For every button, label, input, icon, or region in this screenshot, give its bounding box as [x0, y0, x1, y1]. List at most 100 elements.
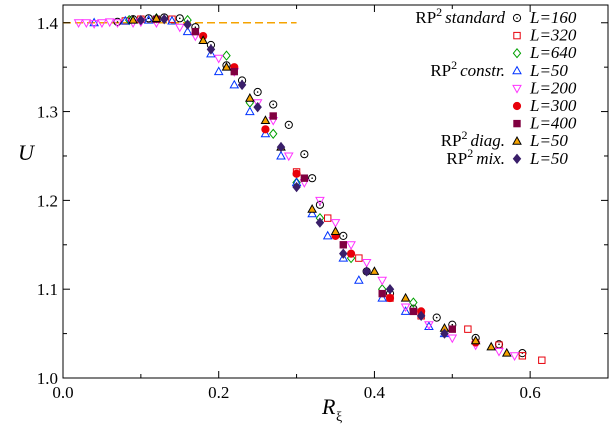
data-point	[206, 48, 216, 58]
data-point	[222, 50, 231, 61]
data-point	[159, 14, 169, 25]
series-6	[152, 15, 456, 333]
data-point	[167, 15, 177, 25]
data-point-center	[194, 26, 197, 29]
data-point	[416, 310, 426, 322]
data-point	[73, 19, 84, 28]
data-point	[260, 128, 271, 138]
y-tick-label: 1.1	[37, 280, 58, 299]
data-point	[338, 252, 349, 262]
data-point	[120, 15, 131, 25]
y-tick-label: 1.0	[37, 369, 58, 388]
data-point	[213, 66, 224, 76]
data-point	[377, 276, 388, 286]
data-point	[276, 150, 286, 160]
data-point	[432, 313, 441, 322]
data-point	[136, 14, 146, 26]
legend-label: L=50	[529, 61, 568, 80]
data-point	[324, 214, 332, 222]
legend-marker	[513, 31, 521, 40]
legend-marker	[512, 84, 522, 94]
data-points	[73, 13, 546, 364]
legend-marker	[512, 153, 522, 164]
data-point	[183, 19, 192, 30]
y-tick-label: 1.2	[37, 191, 58, 210]
data-point	[252, 99, 263, 108]
data-point	[253, 101, 262, 113]
data-point	[292, 169, 301, 178]
data-point-center	[178, 17, 181, 20]
legend-label: L=50	[529, 149, 568, 168]
data-point	[464, 325, 472, 333]
data-point	[182, 26, 193, 36]
data-point	[322, 230, 333, 240]
data-point	[229, 79, 240, 89]
series-4	[73, 18, 520, 362]
data-point	[486, 341, 497, 351]
data-point-center	[435, 316, 438, 319]
data-point	[283, 152, 294, 162]
legend-label: L=640	[529, 43, 577, 62]
legend-label: L=160	[529, 8, 577, 27]
data-point	[339, 241, 347, 249]
series-8	[136, 14, 449, 339]
data-point	[97, 19, 107, 28]
data-point	[113, 17, 122, 26]
data-point	[315, 196, 325, 206]
data-point	[237, 79, 247, 91]
data-point	[355, 254, 363, 262]
x-tick-label: 0.6	[520, 383, 541, 402]
data-point	[518, 352, 527, 360]
data-point	[538, 356, 546, 364]
data-point-center	[303, 153, 306, 155]
data-point	[339, 248, 348, 259]
series-3	[89, 14, 450, 338]
data-point	[89, 20, 99, 29]
data-point	[330, 226, 341, 235]
data-point	[143, 14, 154, 24]
data-point	[307, 208, 317, 218]
legend-group-label: RP2 mix.	[446, 146, 505, 168]
data-point	[245, 106, 255, 116]
x-tick-label: 0.4	[364, 383, 386, 402]
data-point	[378, 289, 386, 298]
data-point	[424, 321, 434, 330]
data-point	[292, 181, 301, 193]
data-point	[260, 115, 271, 124]
data-point	[268, 128, 278, 139]
x-axis-title: R	[321, 394, 336, 419]
data-point	[89, 17, 99, 27]
data-point	[369, 266, 380, 275]
y-axis-title: U	[18, 140, 36, 165]
data-point	[447, 334, 458, 344]
data-point	[346, 249, 356, 258]
data-point	[174, 23, 185, 33]
data-point	[151, 13, 162, 22]
series-2	[124, 13, 418, 308]
data-point	[354, 275, 364, 284]
data-point	[128, 14, 138, 24]
data-point	[191, 27, 200, 36]
data-point	[501, 347, 512, 357]
data-point	[245, 93, 255, 102]
data-point	[440, 328, 449, 339]
data-point	[230, 67, 238, 76]
axis-ticks: 0.0 0.2 0.4 0.6 1.0 1.1 1.2 1.3 1.4	[37, 5, 608, 402]
data-point	[377, 292, 388, 302]
data-point	[269, 112, 277, 120]
data-point-center	[272, 103, 275, 106]
legend-marker	[512, 13, 522, 23]
data-point	[400, 292, 411, 302]
data-point	[315, 217, 325, 228]
plot-frame	[62, 4, 609, 379]
x-axis-title-subscript: ξ	[336, 410, 342, 425]
y-tick-label: 1.3	[37, 103, 58, 122]
data-point	[448, 325, 456, 333]
legend-marker	[512, 101, 522, 111]
legend-group-label: RP2 constr.	[430, 58, 505, 80]
data-point	[276, 141, 286, 153]
data-point	[339, 231, 348, 241]
legend-label: L=400	[529, 114, 577, 133]
